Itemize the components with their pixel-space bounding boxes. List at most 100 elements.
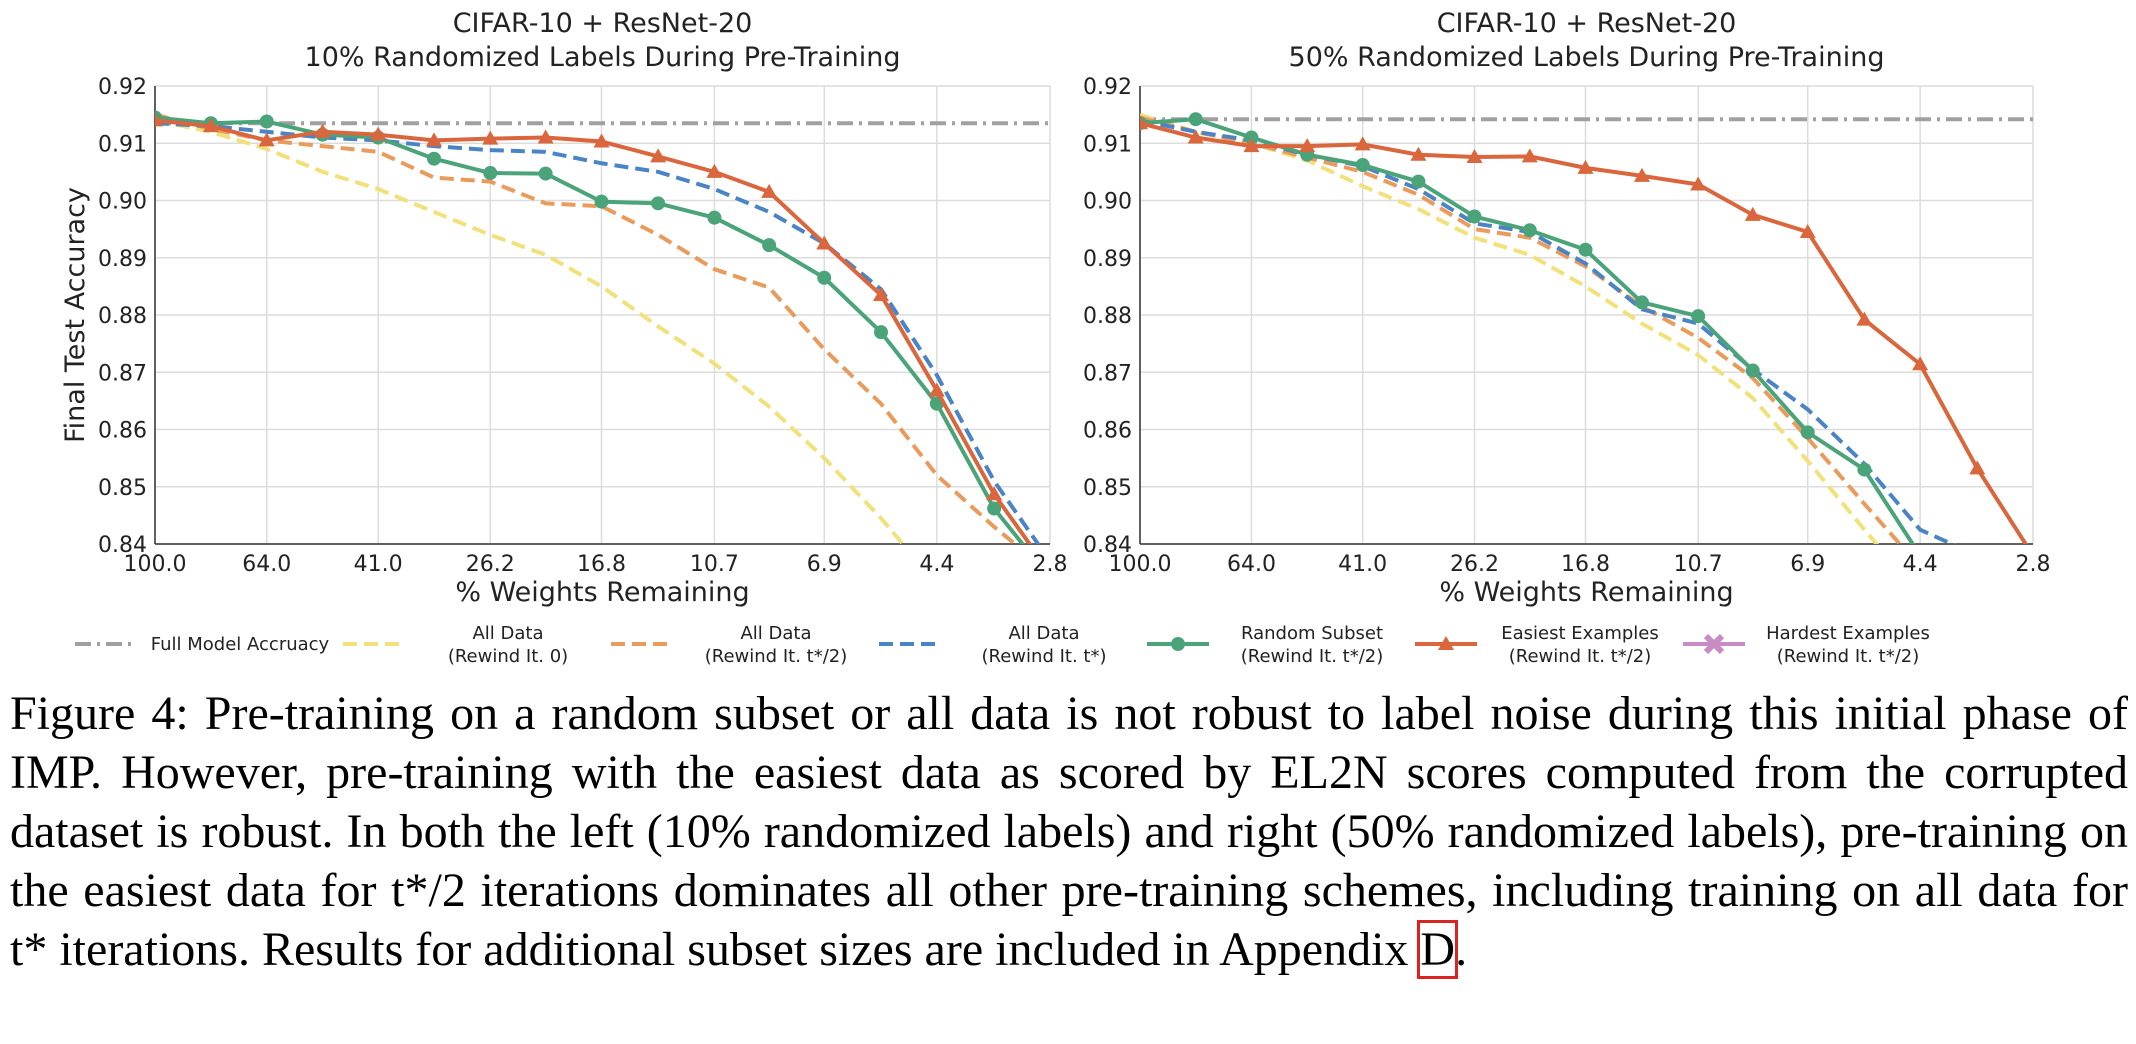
marker <box>706 163 723 178</box>
marker <box>817 270 832 285</box>
x-tick-label: 4.4 <box>919 552 954 577</box>
marker <box>314 123 331 138</box>
x-tick-label: 100.0 <box>1109 552 1172 577</box>
chart-title: CIFAR-10 + ResNet-20 10% Randomized Label… <box>305 8 901 73</box>
figure: 0.84 0.85 0.86 0.87 0.88 0.89 0.90 0.91 0.92 100.… <box>60 8 2051 667</box>
marker <box>593 133 610 148</box>
marker <box>537 129 554 144</box>
marker <box>483 166 498 181</box>
x-tick-label: 4.4 <box>1903 552 1938 577</box>
y-tick-label: 0.90 <box>98 190 147 215</box>
marker <box>538 166 553 181</box>
x-tick-label: 2.8 <box>2016 552 2051 577</box>
legend-label: Random Subset (Rewind It. t*/2) <box>1241 623 1383 667</box>
marker <box>874 325 889 340</box>
marker <box>651 196 666 211</box>
marker <box>1969 460 1986 475</box>
x-tick-label: 10.7 <box>1674 552 1723 577</box>
legend-label: Easiest Examples (Rewind It. t*/2) <box>1501 623 1658 667</box>
x-tick-label: 100.0 <box>124 552 187 577</box>
marker <box>1354 136 1371 151</box>
caption-end: . <box>1455 923 1468 976</box>
marker <box>1188 112 1203 127</box>
marker <box>1171 637 1185 651</box>
marker <box>1633 167 1650 182</box>
x-tick-label: 6.9 <box>807 552 842 577</box>
marker <box>1411 174 1426 189</box>
marker <box>1140 115 1148 130</box>
x-tick-label: 2.8 <box>1033 552 1068 577</box>
marker <box>650 148 667 163</box>
x-tick-label: 10.7 <box>690 552 739 577</box>
y-tick-label: 0.90 <box>1083 190 1132 215</box>
marker <box>873 286 890 301</box>
marker <box>761 183 778 198</box>
x-tick-label: 41.0 <box>1338 552 1387 577</box>
marker <box>1466 148 1483 163</box>
appendix-link[interactable]: D <box>1417 920 1459 979</box>
y-tick-label: 0.92 <box>1083 75 1132 100</box>
y-tick-label: 0.86 <box>1083 419 1132 444</box>
marker <box>1521 148 1538 163</box>
y-tick-label: 0.86 <box>98 419 147 444</box>
marker <box>1299 138 1316 153</box>
marker <box>1912 356 1929 371</box>
marker <box>426 132 443 147</box>
marker <box>816 235 833 250</box>
series-line <box>155 115 1026 544</box>
x-tick-label: 64.0 <box>242 552 291 577</box>
marker <box>762 238 777 253</box>
y-tick-label: 0.87 <box>1083 361 1132 386</box>
legend-label: All Data (Rewind It. 0) <box>448 623 568 667</box>
x-tick-label: 41.0 <box>354 552 403 577</box>
caption: Figure 4: Pre-training on a random subse… <box>10 684 2128 979</box>
marker <box>258 132 275 147</box>
y-tick-label: 0.87 <box>98 361 147 386</box>
y-tick-label: 0.84 <box>98 533 147 558</box>
marker <box>987 501 1002 516</box>
marker <box>2026 652 2040 666</box>
legend-label: All Data (Rewind It. t*) <box>982 623 1107 667</box>
legend-label: All Data (Rewind It. t*/2) <box>705 623 847 667</box>
marker <box>594 194 609 209</box>
marker <box>202 118 219 133</box>
x-axis-label: % Weights Remaining <box>455 577 749 608</box>
marker <box>1243 138 1260 153</box>
series-line <box>1140 121 2029 544</box>
series-line <box>155 118 906 544</box>
legend-label: Full Model Accruacy <box>151 634 330 655</box>
x-axis-label: % Weights Remaining <box>1439 577 1733 608</box>
marker <box>1355 158 1370 173</box>
marker <box>370 126 387 141</box>
series-line <box>155 121 1041 544</box>
marker <box>155 112 163 127</box>
marker <box>1244 130 1259 145</box>
y-tick-label: 0.85 <box>1083 476 1132 501</box>
marker <box>1438 636 1454 650</box>
y-tick-label: 0.88 <box>98 304 147 329</box>
marker <box>427 151 442 166</box>
y-tick-label: 0.84 <box>1083 533 1132 558</box>
x-tick-label: 64.0 <box>1227 552 1276 577</box>
y-tick-label: 0.89 <box>98 247 147 272</box>
x-tick-label: 6.9 <box>1790 552 1825 577</box>
marker <box>928 382 945 397</box>
y-tick-label: 0.88 <box>1083 304 1132 329</box>
legend-label: Hardest Examples (Rewind It. t*/2) <box>1766 623 1930 667</box>
y-tick-label: 0.91 <box>98 132 147 157</box>
caption-text: Figure 4: Pre-training on a random subse… <box>10 687 2128 976</box>
x-tick-label: 16.8 <box>577 552 626 577</box>
x-tick-label: 16.8 <box>1561 552 1610 577</box>
marker <box>1800 425 1815 440</box>
marker <box>1578 242 1593 257</box>
marker <box>1634 295 1649 310</box>
marker <box>259 114 274 129</box>
marker <box>1744 206 1761 221</box>
marker <box>1577 159 1594 174</box>
series-line <box>1140 115 1903 544</box>
y-tick-label: 0.85 <box>98 476 147 501</box>
y-tick-label: 0.91 <box>1083 132 1132 157</box>
plot-area <box>155 110 1050 544</box>
marker <box>1187 129 1204 144</box>
